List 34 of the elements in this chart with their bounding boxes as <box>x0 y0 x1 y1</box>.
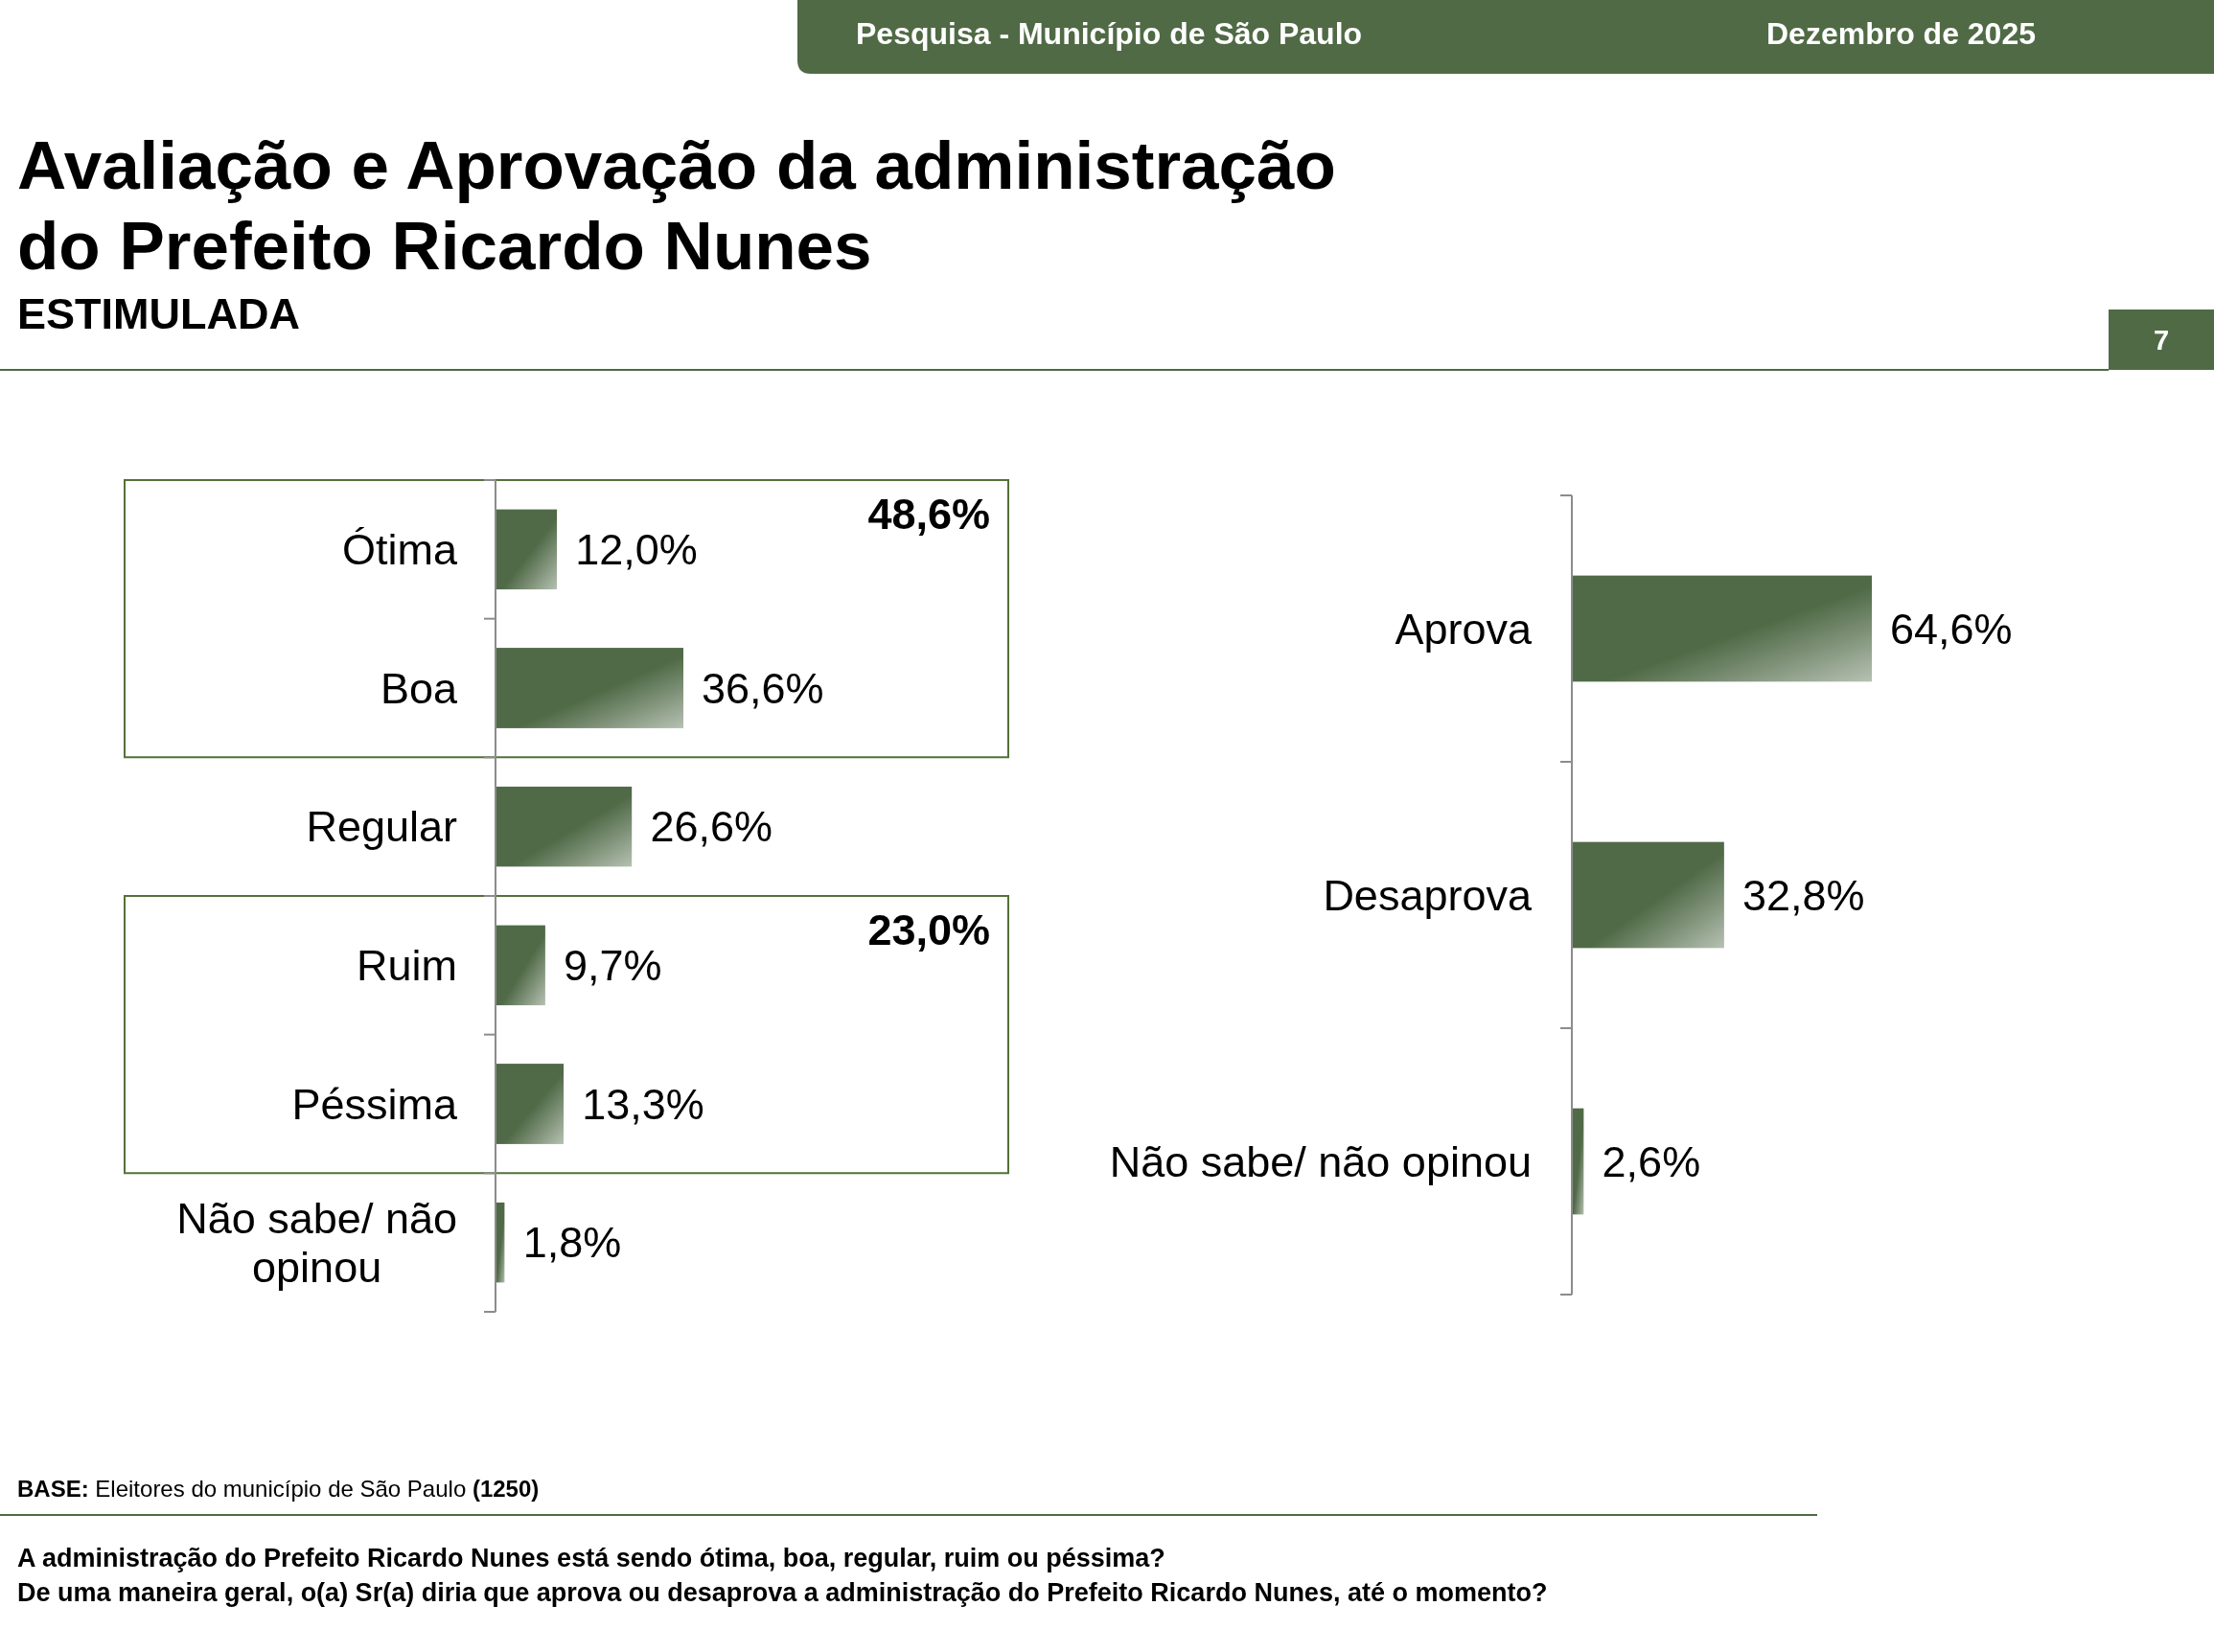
data-label: 12,0% <box>575 524 698 574</box>
bar <box>496 925 545 1006</box>
y-tick-label: Péssima <box>291 1079 458 1129</box>
bar <box>496 648 683 728</box>
chart-title: Avaliação e Aprovação da administração do Prefeito Ricardo Nunes <box>17 127 1336 284</box>
text: 48,6% <box>867 489 990 539</box>
data-label: 9,7% <box>563 940 662 990</box>
data-label: 26,6% <box>650 802 773 852</box>
data-label: 2,6% <box>1602 1136 1701 1186</box>
data-label: 13,3% <box>582 1079 704 1129</box>
data-label: 36,6% <box>702 663 824 713</box>
bar <box>496 1064 565 1144</box>
bar <box>496 786 633 867</box>
text: Pesquisa - Município de São Paulo <box>856 16 1363 51</box>
y-tick-label: Boa <box>380 663 458 713</box>
y-tick-label: Não sabe/ não opinou <box>176 1193 458 1292</box>
y-tick-label: Ruim <box>356 940 457 990</box>
data-label: 64,6% <box>1890 604 2013 654</box>
y-tick-label: Não sabe/ não opinou <box>1109 1136 1532 1186</box>
bar <box>496 509 558 590</box>
y-tick-label: Aprova <box>1395 604 1533 654</box>
text: Dezembro de 2025 <box>1765 16 2036 51</box>
y-tick-label: Regular <box>306 802 458 852</box>
text: De uma maneira geral, o(a) Sr(a) diria que aprova ou desaprova a administração do Prefeito Ricardo Nunes, até o momento? <box>17 1578 1548 1607</box>
data-label: 1,8% <box>522 1218 622 1268</box>
text: BASE: Eleitores do município de São Paulo (1250) <box>17 1475 540 1502</box>
text: 7 <box>2153 325 2170 356</box>
bar <box>496 1202 505 1283</box>
data-label: 32,8% <box>1741 870 1865 920</box>
text: 23,0% <box>867 905 990 954</box>
y-tick-label: Desaprova <box>1323 870 1533 920</box>
text: A administração do Prefeito Ricardo Nunes está sendo ótima, boa, regular, ruim ou péssima? <box>17 1544 1165 1572</box>
chart-subtitle: ESTIMULADA <box>17 289 300 338</box>
y-tick-label: Ótima <box>341 524 458 574</box>
